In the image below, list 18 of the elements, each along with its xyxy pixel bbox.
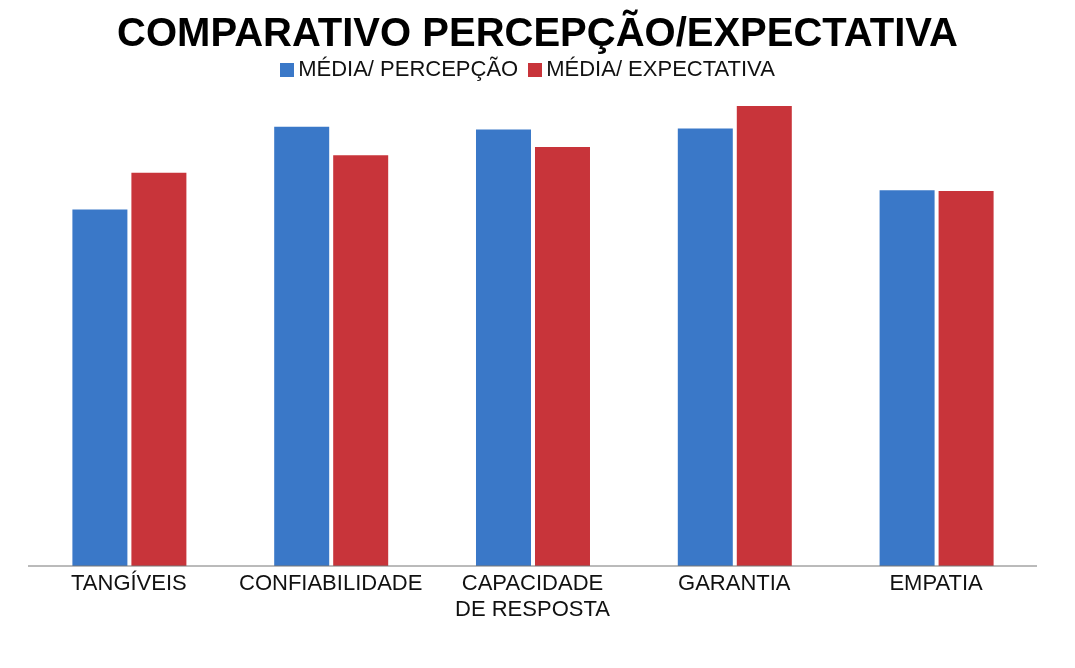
bar [879,190,935,566]
x-tick-label: GARANTIA [678,570,791,595]
x-tick-label: EMPATIA [889,570,984,595]
bar [274,126,330,566]
bar [476,129,531,566]
bar [677,128,733,566]
bar [131,172,187,566]
bar [938,191,994,566]
x-tick-label: CAPACIDADE DE RESPOSTA [455,570,611,621]
legend-label: MÉDIA/ EXPECTATIVA [546,56,775,81]
bar [72,209,128,566]
x-tick-label: CONFIABILIDADE [239,570,423,595]
chart-title: COMPARATIVO PERCEPÇÃO/EXPECTATIVA [116,8,959,56]
bar [736,106,792,566]
bar [535,146,590,566]
x-tick-label: TANGÍVEIS [71,570,187,595]
legend-label: MÉDIA/ PERCEPÇÃO [298,56,519,81]
bar [333,155,389,566]
